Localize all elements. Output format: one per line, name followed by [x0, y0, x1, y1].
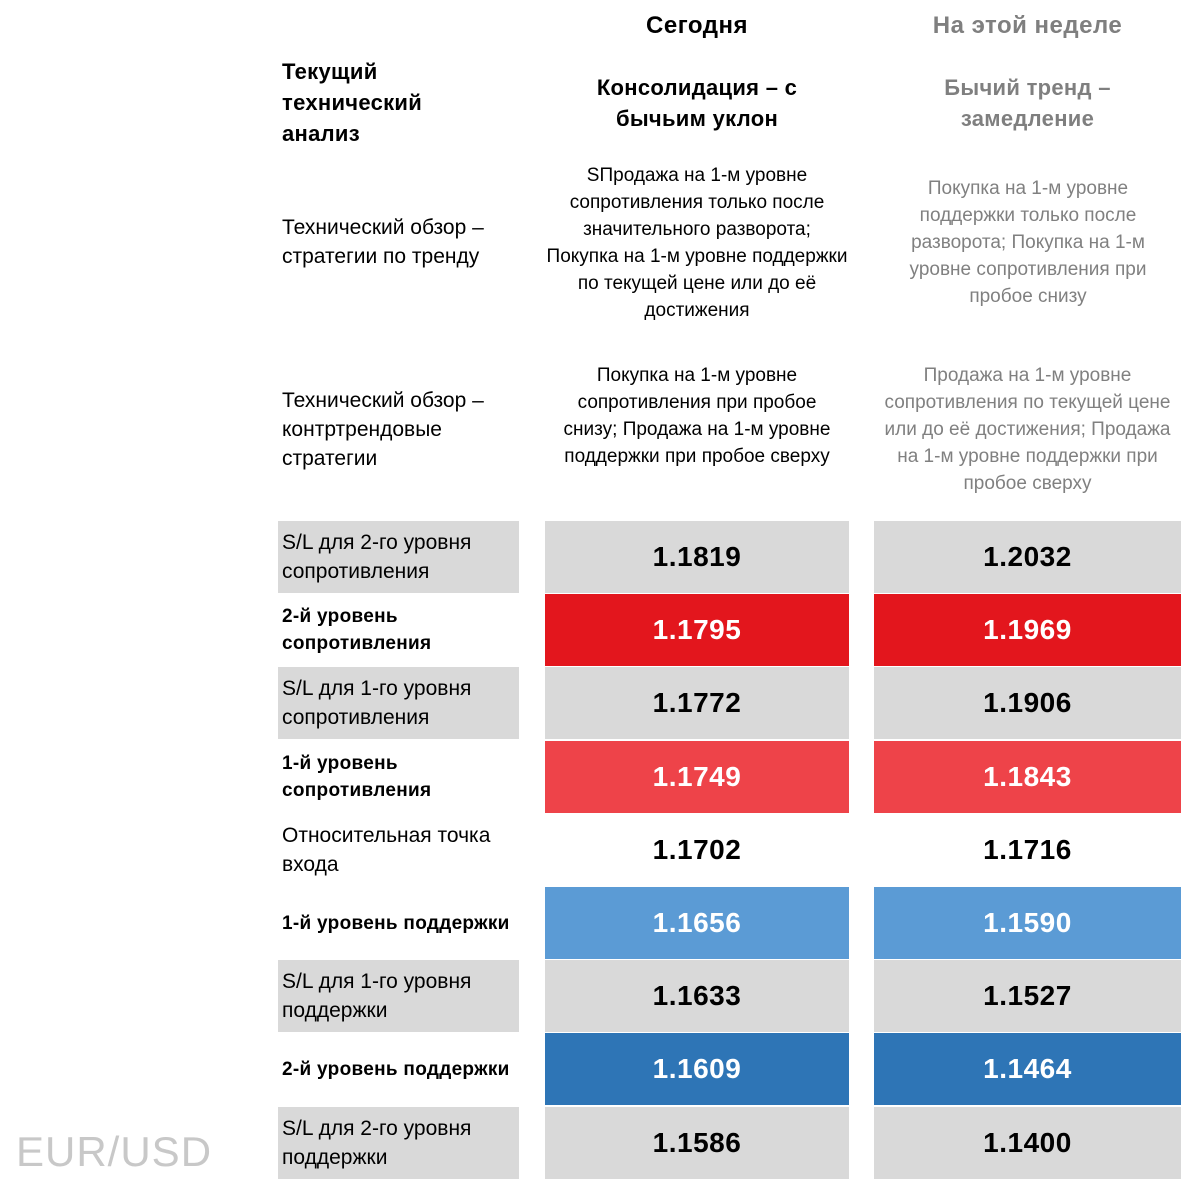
level-row-label: 2-й уровень поддержки — [278, 1033, 519, 1105]
level-value-week: 1.1843 — [874, 741, 1181, 813]
level-value-week: 1.1527 — [874, 960, 1181, 1032]
level-label-text: S/L для 1-го уровня сопротивления — [282, 677, 472, 729]
level-value-today: 1.1772 — [545, 667, 849, 739]
level-value-today: 1.1749 — [545, 741, 849, 813]
level-row-label: 1-й уровень сопротивления — [278, 741, 519, 813]
level-row-label: 2-й уровень сопротивления — [278, 594, 519, 666]
level-label-text: 1-й уровень сопротивления — [282, 753, 432, 801]
level-value-today: 1.1795 — [545, 594, 849, 666]
counter-strategy-today: Покупка на 1-м уровне сопротивления при … — [563, 365, 831, 467]
level-value-week: 1.1590 — [874, 887, 1181, 959]
today-trend: Консолидация – с бычьим уклон — [596, 75, 798, 131]
level-label-text: S/L для 2-го уровня сопротивления — [282, 531, 472, 583]
counter-strategy-label: Технический обзор – контртрендовые страт… — [282, 389, 484, 470]
level-row-label: 1-й уровень поддержки — [278, 887, 519, 959]
level-row-label: S/L для 1-го уровня поддержки — [278, 960, 519, 1032]
level-row-label: S/L для 2-го уровня сопротивления — [278, 521, 519, 593]
column-header-today: Сегодня — [646, 12, 748, 39]
level-value-today: 1.1702 — [545, 814, 849, 886]
trend-strategy-week: Покупка на 1-м уровне поддержки только п… — [909, 178, 1147, 307]
level-label-text: 1-й уровень поддержки — [282, 912, 510, 934]
level-label-text: S/L для 2-го уровня поддержки — [282, 1117, 472, 1169]
level-value-week: 1.2032 — [874, 521, 1181, 593]
level-row-label: S/L для 2-го уровня поддержки — [278, 1107, 519, 1179]
level-label-text: 2-й уровень сопротивления — [282, 606, 432, 654]
counter-strategy-week: Продажа на 1-м уровне сопротивления по т… — [884, 365, 1171, 494]
level-label-text: S/L для 1-го уровня поддержки — [282, 970, 472, 1022]
trend-strategy-today: SПродажа на 1-м уровне сопротивления тол… — [546, 165, 848, 321]
level-value-today: 1.1609 — [545, 1033, 849, 1105]
level-value-week: 1.1400 — [874, 1107, 1181, 1179]
level-value-today: 1.1633 — [545, 960, 849, 1032]
level-label-text: Относительная точка входа — [282, 824, 491, 876]
trend-strategy-label: Технический обзор – стратегии по тренду — [282, 216, 484, 268]
level-value-week: 1.1464 — [874, 1033, 1181, 1105]
page-title: Текущий технический анализ — [282, 59, 423, 146]
level-row-label: S/L для 1-го уровня сопротивления — [278, 667, 519, 739]
level-value-today: 1.1819 — [545, 521, 849, 593]
level-value-week: 1.1716 — [874, 814, 1181, 886]
column-header-week: На этой неделе — [932, 12, 1123, 39]
watermark: EUR/USD — [16, 1128, 213, 1175]
level-value-week: 1.1906 — [874, 667, 1181, 739]
level-label-text: 2-й уровень поддержки — [282, 1058, 510, 1080]
level-value-today: 1.1586 — [545, 1107, 849, 1179]
level-row-label: Относительная точка входа — [278, 814, 519, 886]
week-trend: Бычий тренд – замедление — [944, 75, 1111, 131]
level-value-today: 1.1656 — [545, 887, 849, 959]
level-value-week: 1.1969 — [874, 594, 1181, 666]
